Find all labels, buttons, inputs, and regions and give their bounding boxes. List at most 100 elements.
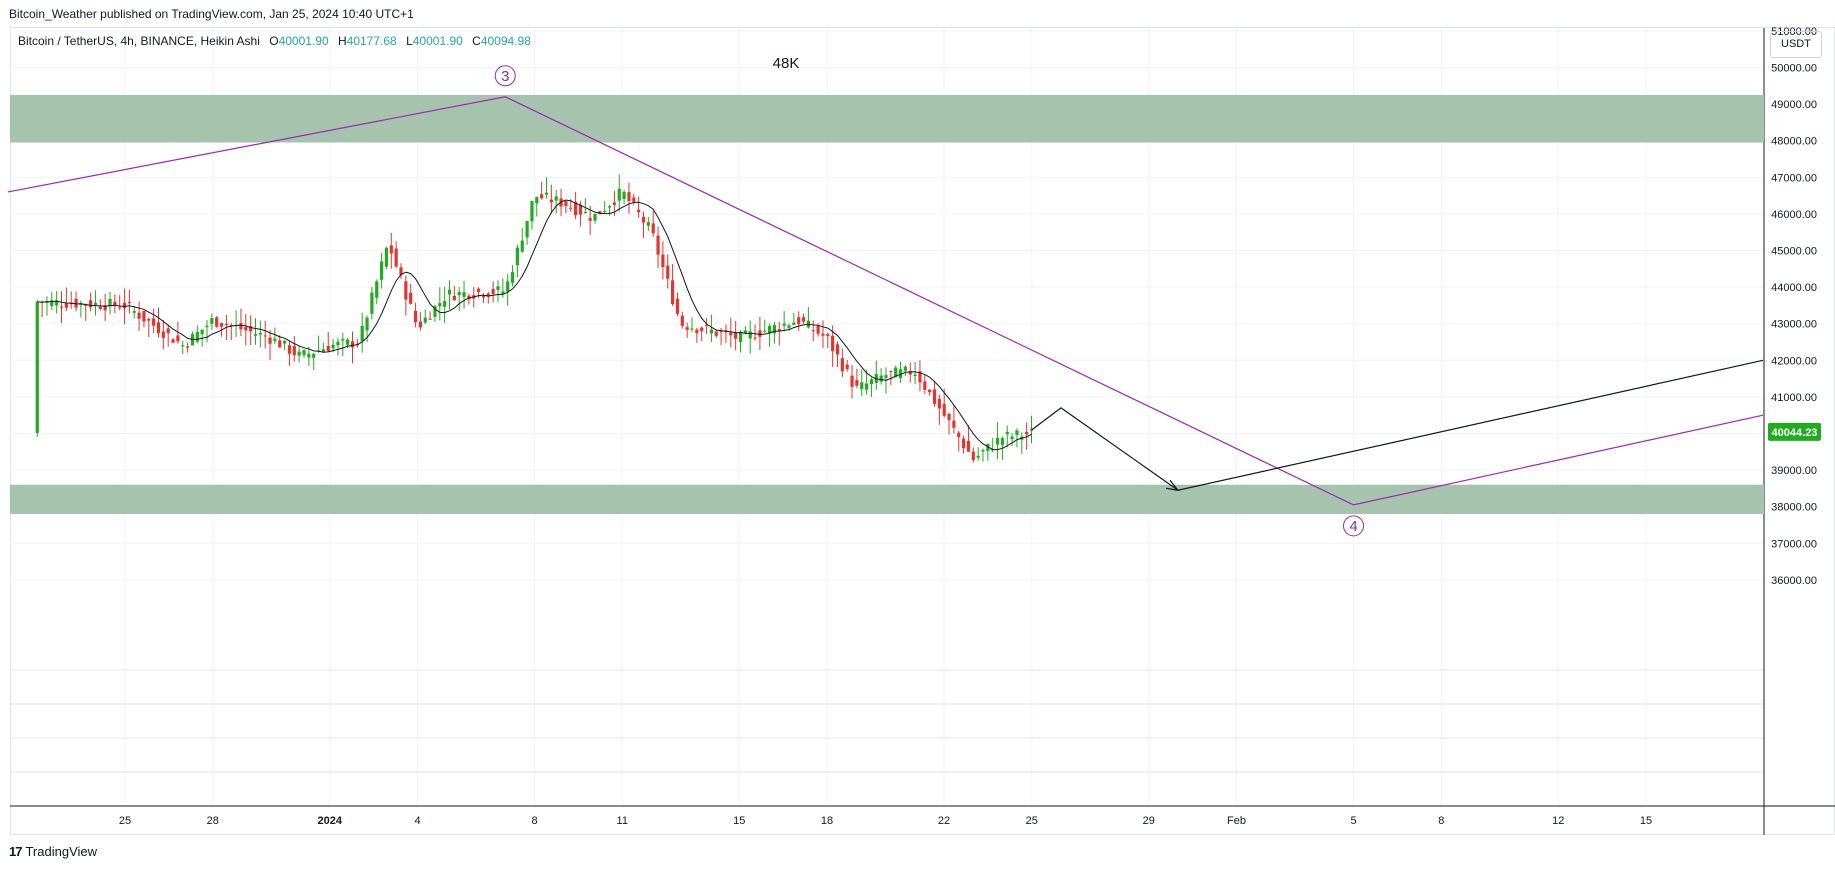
moving-average-line: [37, 199, 1032, 451]
candle-down: [821, 333, 825, 336]
candle-down: [171, 339, 175, 343]
close-value: 40094.98: [480, 34, 531, 48]
symbol-legend: Bitcoin / TetherUS, 4h, BINANCE, Heikin …: [18, 34, 531, 48]
candle-up: [346, 339, 350, 345]
candle-down: [889, 370, 893, 372]
candle-up: [520, 240, 524, 252]
candle-down: [122, 302, 127, 309]
support-resistance-zones: [10, 94, 1764, 515]
time-tick-label: 2024: [318, 815, 343, 827]
candle-down: [103, 305, 107, 311]
candle-down: [947, 413, 951, 421]
wave-line[interactable]: [7, 96, 1764, 506]
candle-up: [1005, 431, 1009, 435]
candle-up: [879, 375, 883, 382]
candle-down: [962, 438, 966, 449]
wave-label-text: 4: [1349, 518, 1357, 535]
elliott-wave-lines: 34: [7, 65, 1764, 537]
projection-line[interactable]: [1031, 359, 1764, 491]
time-tick-label: 18: [821, 815, 833, 827]
time-tick-label: 15: [1640, 815, 1652, 827]
candle-up: [530, 201, 534, 222]
candle-down: [850, 375, 854, 387]
candle-down: [816, 325, 820, 334]
candle-up: [93, 302, 98, 305]
wave-label-circle: [1343, 515, 1364, 537]
candle-down: [801, 317, 806, 322]
chart-grid: [10, 28, 1835, 835]
candle-down: [840, 358, 844, 372]
candle-up: [108, 298, 112, 307]
candle-up: [307, 353, 311, 358]
candle-up: [617, 188, 621, 201]
wave-label: 3: [494, 65, 516, 87]
candle-down: [641, 216, 646, 223]
candle-up: [384, 247, 389, 267]
candle-down: [908, 371, 912, 375]
candle-down: [971, 451, 975, 461]
candle-up: [210, 318, 214, 324]
candle-up: [283, 340, 287, 344]
candle-down: [186, 346, 190, 348]
time-tick-label: Feb: [1227, 815, 1246, 827]
candle-up: [976, 455, 980, 458]
price-tick-label: 44000.00: [1771, 282, 1817, 294]
wave-label-text: 3: [501, 68, 509, 85]
candle-up: [312, 353, 316, 358]
candle-down: [811, 330, 815, 332]
candle-up: [331, 344, 335, 349]
candle-up: [360, 325, 364, 342]
candle-down: [656, 235, 660, 255]
candle-down: [932, 389, 937, 404]
candle-down: [350, 341, 355, 348]
candle-down: [84, 304, 88, 306]
candle-up: [50, 300, 54, 307]
candle-up: [865, 383, 869, 390]
candle-up: [200, 329, 204, 335]
candle-up: [869, 379, 874, 385]
candle-down: [753, 337, 757, 339]
tradingview-logo-icon: 17: [9, 844, 23, 859]
candle-down: [1025, 431, 1029, 435]
time-tick-label: 25: [119, 815, 131, 827]
candle-down: [418, 321, 422, 328]
candle-down: [428, 318, 432, 320]
candle-down: [98, 306, 102, 310]
candle-up: [35, 301, 39, 433]
candle-up: [341, 339, 345, 341]
candle-down: [831, 335, 835, 352]
candle-down: [704, 324, 709, 326]
candle-down: [758, 330, 762, 337]
candle-down: [734, 332, 738, 339]
candle-up: [457, 291, 461, 296]
candle-up: [607, 206, 612, 208]
candle-up: [336, 341, 340, 346]
candle-down: [224, 323, 228, 326]
candle-down: [826, 334, 830, 336]
projection-path: 48K: [773, 55, 1764, 492]
price-tick-label: 39000.00: [1771, 465, 1817, 477]
candle-down: [491, 288, 495, 294]
candle-down: [229, 325, 233, 327]
candle-up: [1000, 438, 1004, 445]
candle-up: [447, 289, 452, 295]
price-tick-label: 43000.00: [1771, 319, 1817, 331]
time-tick-label: 4: [414, 815, 420, 827]
candle-down: [719, 331, 723, 333]
candle-down: [399, 267, 403, 275]
candle-up: [622, 191, 626, 200]
wave-label: 4: [1343, 515, 1364, 537]
candle-up: [1015, 430, 1019, 435]
candle-down: [714, 331, 718, 336]
candle-up: [913, 374, 917, 376]
candle-up: [302, 350, 306, 356]
candle-up: [515, 247, 519, 266]
currency-button[interactable]: USDT: [1770, 31, 1822, 58]
candle-down: [161, 331, 165, 338]
candle-up: [981, 449, 985, 452]
candle-down: [249, 325, 253, 332]
price-tick-label: 37000.00: [1771, 538, 1817, 550]
close-label: C: [472, 34, 481, 48]
price-tick-label: 36000.00: [1771, 575, 1817, 587]
